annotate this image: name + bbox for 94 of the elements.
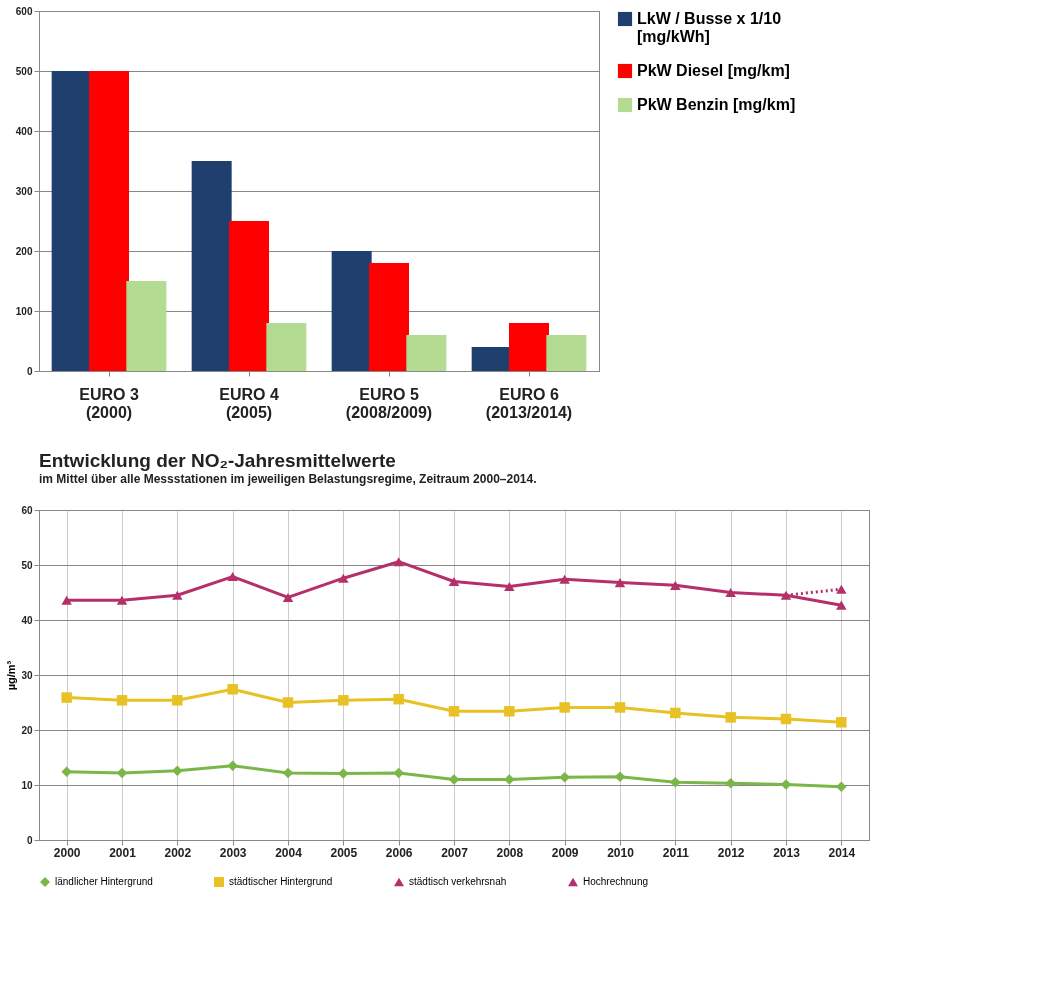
- bar: [89, 71, 129, 371]
- bar: [546, 335, 587, 371]
- x-tick-label: 2009: [551, 845, 579, 860]
- point: [559, 574, 570, 584]
- y-tick-label: 400: [15, 125, 33, 137]
- bar: [406, 335, 447, 371]
- x-tick-label: 2005: [330, 845, 358, 860]
- point: [559, 772, 570, 783]
- x-tick-label: 2011: [662, 845, 690, 860]
- point: [393, 767, 404, 779]
- point: [227, 684, 238, 695]
- x-tick-label: 2004: [275, 845, 303, 860]
- x-tick-label: 2000: [53, 845, 81, 860]
- y-tick-label: 20: [21, 724, 33, 736]
- bar: [266, 323, 307, 371]
- point: [338, 573, 349, 583]
- x-tick-label: 2006: [385, 845, 413, 860]
- x-tick-label: 2003: [219, 845, 247, 860]
- legend-label: ländlicher Hintergrund: [55, 876, 153, 887]
- point: [836, 600, 847, 610]
- chart-subtitle: im Mittel über alle Messstationen im jeweiligen Belastungsregime, Zeitraum 2000–2014.: [39, 472, 537, 486]
- point: [725, 712, 736, 723]
- point: [614, 578, 626, 588]
- point: [61, 766, 72, 778]
- bar: [191, 161, 232, 371]
- x-tick-label: 2013: [773, 845, 801, 860]
- bar: [471, 347, 512, 371]
- legend-label: städtischer Hintergrund: [229, 876, 333, 887]
- legend-label: PkW Benzin [mg/km]: [637, 96, 796, 113]
- point: [670, 707, 681, 719]
- point: [448, 576, 460, 587]
- x-tick-label: EURO 3 (2000): [79, 385, 139, 421]
- x-tick-label: 2007: [441, 845, 469, 860]
- bar: [331, 251, 372, 371]
- bar: [509, 323, 549, 371]
- point: [338, 695, 349, 706]
- point: [61, 692, 72, 703]
- y-tick-label: 40: [21, 614, 33, 626]
- x-tick-label: 2001: [109, 845, 137, 860]
- y-tick-label: 600: [15, 5, 33, 17]
- y-tick-label: 30: [21, 669, 33, 681]
- y-tick-label: 300: [15, 185, 33, 197]
- point: [393, 693, 404, 705]
- y-tick-label: 100: [15, 305, 33, 317]
- point: [504, 706, 515, 717]
- x-tick-label: 2014: [828, 845, 856, 860]
- x-tick-label: EURO 6 (2013/2014): [485, 385, 573, 421]
- point: [282, 592, 294, 602]
- y-tick-label: 0: [26, 365, 33, 377]
- point: [725, 587, 736, 598]
- x-tick-label: 2012: [717, 845, 745, 860]
- y-tick-label: 10: [21, 779, 33, 791]
- point: [172, 765, 183, 776]
- point: [227, 760, 238, 771]
- point: [614, 702, 626, 713]
- point: [836, 781, 847, 792]
- y-axis-title: µg/m³: [5, 660, 18, 691]
- bar: [126, 281, 167, 371]
- legend-label: städtisch verkehrsnah: [409, 876, 507, 887]
- point: [172, 695, 183, 706]
- point: [61, 595, 72, 605]
- x-tick-label: 2008: [496, 845, 524, 860]
- point: [780, 713, 792, 725]
- x-tick-label: 2002: [164, 845, 192, 860]
- bar: [51, 71, 92, 371]
- point: [448, 706, 460, 717]
- bar: [369, 263, 409, 371]
- y-tick-label: 0: [26, 834, 33, 846]
- point: [670, 580, 681, 590]
- point: [393, 557, 404, 567]
- point: [116, 695, 128, 706]
- point: [670, 777, 681, 788]
- x-tick-label: 2010: [607, 845, 635, 860]
- x-tick-label: EURO 5 (2008/2009): [345, 385, 433, 421]
- point: [836, 717, 847, 728]
- point: [172, 590, 183, 600]
- y-tick-label: 60: [21, 504, 33, 516]
- chart-title: Entwicklung der NO₂-Jahresmittelwerte: [39, 450, 396, 471]
- point: [116, 595, 128, 605]
- point: [504, 581, 515, 591]
- point: [614, 771, 626, 782]
- x-tick-label: EURO 4 (2005): [219, 385, 279, 421]
- bar: [229, 221, 269, 371]
- point: [559, 702, 570, 713]
- point: [504, 774, 515, 785]
- point: [725, 778, 736, 789]
- y-tick-label: 200: [15, 245, 33, 257]
- legend-label: PkW Diesel [mg/km]: [637, 62, 790, 79]
- y-tick-label: 50: [21, 559, 33, 571]
- y-tick-label: 500: [15, 65, 33, 77]
- legend-label: LkW / Busse x 1/10 [mg/kWh]: [637, 10, 782, 45]
- legend-label: Hochrechnung: [583, 876, 649, 887]
- point: [282, 697, 294, 708]
- point: [227, 572, 238, 582]
